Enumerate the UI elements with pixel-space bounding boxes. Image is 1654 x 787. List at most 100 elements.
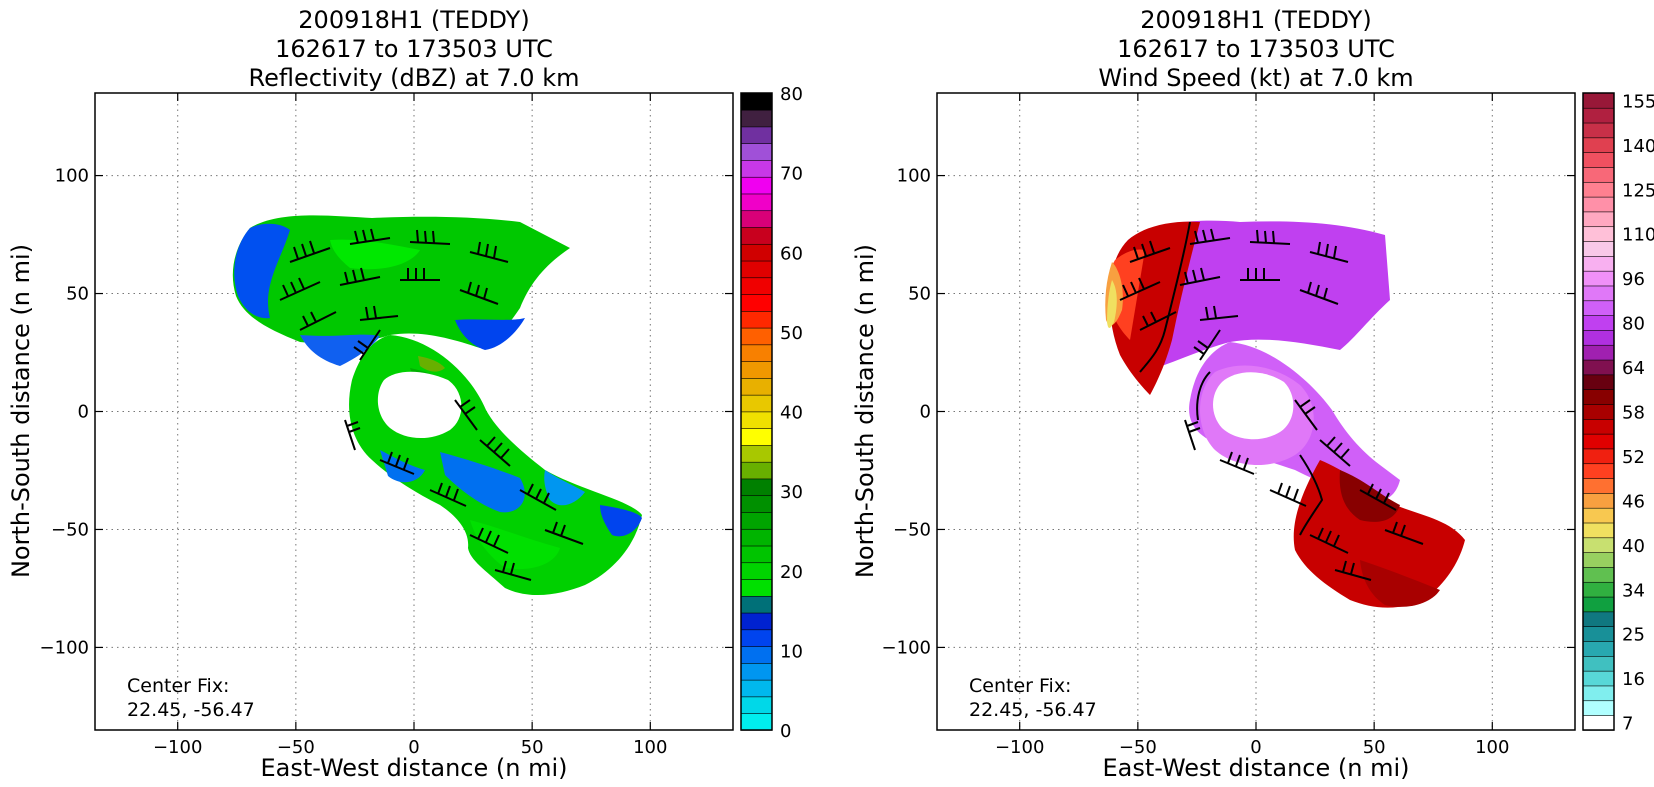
colorbar-tick-label: 80 bbox=[780, 84, 803, 105]
colorbar-frame bbox=[740, 92, 773, 731]
colorbar-segment bbox=[1582, 477, 1615, 494]
colorbar-segment bbox=[740, 645, 773, 664]
right-plot-area: −100 −50 0 50 100 −100 −50 0 50 100 bbox=[882, 92, 1576, 758]
colorbar-segment bbox=[1582, 329, 1615, 346]
wind-speed-colorbar: 7 16 25 34 40 46 52 58 64 80 96 110 125 140 155 bbox=[1582, 91, 1654, 735]
colorbar-segment bbox=[1582, 314, 1615, 331]
colorbar-tick-label: 34 bbox=[1622, 580, 1645, 601]
colorbar-tick-label: 155 bbox=[1622, 91, 1654, 112]
colorbar-segment bbox=[740, 461, 773, 480]
colorbar-segment bbox=[740, 260, 773, 279]
colorbar-tick-label: 40 bbox=[780, 403, 803, 424]
colorbar-tick-label: 25 bbox=[1622, 625, 1645, 646]
left-ylabel: North-South distance (n mi) bbox=[7, 244, 35, 578]
colorbar-segment bbox=[1582, 551, 1615, 568]
colorbar-segment bbox=[1582, 626, 1615, 642]
left-title-line1: 200918H1 (TEDDY) bbox=[298, 6, 529, 34]
x-tick-label: −100 bbox=[995, 737, 1044, 758]
colorbar-tick-label: 50 bbox=[780, 323, 803, 344]
x-tick-label: 100 bbox=[1475, 737, 1509, 758]
colorbar-tick-label: 52 bbox=[1622, 447, 1645, 468]
colorbar-segment bbox=[1582, 507, 1615, 524]
reflectivity-panel: 200918H1 (TEDDY) 162617 to 173503 UTC Re… bbox=[7, 6, 803, 782]
colorbar-segment bbox=[740, 277, 773, 295]
colorbar-segment bbox=[1582, 211, 1615, 228]
colorbar-segment bbox=[740, 293, 773, 312]
colorbar-segment bbox=[740, 126, 773, 144]
colorbar-tick-label: 80 bbox=[1622, 314, 1645, 335]
left-title-line2: 162617 to 173503 UTC bbox=[275, 35, 553, 63]
colorbar-tick-label: 16 bbox=[1622, 669, 1645, 690]
colorbar-segment bbox=[740, 696, 773, 714]
wind-speed-field bbox=[1105, 220, 1465, 608]
colorbar-segment bbox=[1582, 137, 1615, 153]
colorbar-segment bbox=[1582, 418, 1615, 435]
left-xlabel: East-West distance (n mi) bbox=[260, 754, 567, 782]
left-center-fix-value: 22.45, -56.47 bbox=[127, 699, 255, 721]
colorbar-tick-label: 70 bbox=[780, 164, 803, 185]
colorbar-tick-label: 20 bbox=[780, 562, 803, 583]
y-tick-label: 50 bbox=[908, 284, 931, 305]
reflectivity-colorbar: 0 10 20 30 40 50 60 70 80 bbox=[740, 84, 803, 742]
right-title-line1: 200918H1 (TEDDY) bbox=[1140, 6, 1371, 34]
colorbar-segment bbox=[740, 142, 773, 161]
colorbar-segment bbox=[740, 92, 773, 111]
colorbar-segment bbox=[1582, 448, 1615, 465]
x-tick-label: −50 bbox=[1119, 737, 1157, 758]
y-tick-label: −50 bbox=[893, 519, 931, 540]
y-tick-label: −50 bbox=[51, 519, 89, 540]
colorbar-segment bbox=[740, 159, 773, 178]
colorbar-tick-label: 58 bbox=[1622, 403, 1645, 424]
right-center-fix-label: Center Fix: bbox=[969, 675, 1071, 697]
x-tick-label: −50 bbox=[277, 737, 315, 758]
colorbar-tick-label: 96 bbox=[1622, 269, 1645, 290]
left-center-fix-label: Center Fix: bbox=[127, 675, 229, 697]
colorbar-segment bbox=[1582, 255, 1615, 272]
colorbar-segment bbox=[740, 210, 773, 228]
colorbar-segment bbox=[740, 310, 773, 329]
colorbar-segment bbox=[1582, 92, 1615, 109]
colorbar-tick-label: 110 bbox=[1622, 225, 1654, 246]
colorbar-segment bbox=[1582, 655, 1615, 672]
colorbar-segment bbox=[1582, 344, 1615, 361]
y-tick-label: 0 bbox=[78, 402, 89, 423]
colorbar-segment bbox=[1582, 433, 1615, 450]
y-tick-label: −100 bbox=[882, 637, 931, 658]
colorbar-tick-label: 46 bbox=[1622, 491, 1645, 512]
y-tick-label: 0 bbox=[920, 402, 931, 423]
colorbar-segment bbox=[1582, 640, 1615, 657]
colorbar-tick-label: 30 bbox=[780, 482, 803, 503]
colorbar-tick-label: 64 bbox=[1622, 358, 1645, 379]
colorbar-segment bbox=[740, 712, 773, 731]
x-tick-label: 0 bbox=[408, 737, 419, 758]
colorbar-tick-label: 40 bbox=[1622, 536, 1645, 557]
right-xlabel: East-West distance (n mi) bbox=[1102, 754, 1409, 782]
colorbar-segment bbox=[740, 193, 773, 212]
colorbar-tick-label: 7 bbox=[1622, 714, 1633, 735]
colorbar-segment bbox=[1582, 181, 1615, 198]
colorbar-segment bbox=[740, 377, 773, 396]
colorbar-segment bbox=[740, 662, 773, 681]
colorbar-segment bbox=[1582, 240, 1615, 257]
colorbar-frame bbox=[1582, 92, 1615, 731]
colorbar-segment bbox=[1582, 151, 1615, 168]
colorbar-segment bbox=[740, 327, 773, 346]
colorbar-segment bbox=[1582, 463, 1615, 479]
reflectivity-field bbox=[232, 215, 642, 596]
right-ylabel: North-South distance (n mi) bbox=[851, 244, 879, 578]
colorbar-segment bbox=[740, 545, 773, 564]
colorbar-segment bbox=[740, 411, 773, 429]
colorbar-segment bbox=[1582, 670, 1615, 687]
colorbar-segment bbox=[740, 495, 773, 513]
colorbar-segment bbox=[1582, 537, 1615, 553]
colorbar-segment bbox=[740, 528, 773, 547]
right-axis-ticks: −100 −50 0 50 100 −100 −50 0 50 100 bbox=[882, 93, 1575, 758]
right-title-line2: 162617 to 173503 UTC bbox=[1117, 35, 1395, 63]
colorbar-segment bbox=[740, 226, 773, 245]
colorbar-segment bbox=[1582, 226, 1615, 242]
left-title-line3: Reflectivity (dBZ) at 7.0 km bbox=[249, 64, 580, 92]
y-tick-label: 100 bbox=[55, 166, 89, 187]
colorbar-segment bbox=[740, 629, 773, 647]
colorbar-segment bbox=[1582, 522, 1615, 539]
